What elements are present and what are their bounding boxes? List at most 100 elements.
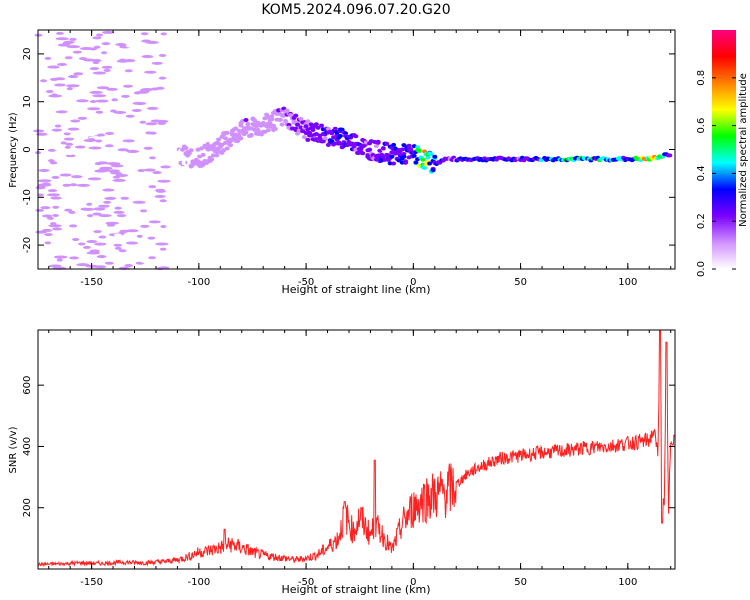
spectrogram-cell (134, 101, 147, 105)
spectrogram-cell (157, 179, 171, 183)
spectrogram-cell (84, 199, 94, 203)
spectrogram-cell (62, 183, 72, 187)
spectrogram-cell (380, 146, 386, 151)
spectrogram-cell (139, 209, 148, 213)
spectrogram-cell (87, 107, 101, 111)
spectrogram-y-tick-label: 0 (22, 146, 33, 152)
spectrogram-cell (238, 136, 244, 141)
spectrogram-cell (389, 154, 395, 159)
spectrogram-cell (114, 246, 122, 250)
spectrogram-cell (103, 200, 112, 204)
spectrogram-cell (72, 50, 82, 54)
spectrogram-cell (277, 117, 283, 122)
spectrogram-cell (59, 173, 72, 177)
spectrogram-y-ticks: -20 -10 0 10 20 (22, 48, 675, 253)
spectrogram-cell (33, 129, 45, 133)
spectrogram-cell (46, 193, 61, 197)
spectrogram-cell (86, 214, 94, 218)
spectrogram-cells (33, 28, 673, 271)
snr-series-line (37, 329, 676, 568)
spectrogram-cell (136, 234, 143, 238)
spectrogram-cell (209, 157, 215, 162)
spectrogram-cell (82, 245, 91, 249)
spectrogram-cell (124, 59, 136, 63)
spectrogram-cell (105, 131, 115, 135)
spectrogram-cell (68, 210, 76, 214)
spectrogram-cell (52, 205, 60, 209)
snr-x-axis-label: Height of straight line (km) (281, 583, 430, 596)
spectrogram-x-tick-label: 0 (410, 277, 416, 288)
spectrogram-cell (93, 265, 107, 269)
spectrogram-cell (216, 137, 222, 142)
spectrogram-cell (305, 137, 311, 142)
spectrogram-cell (228, 143, 234, 148)
spectrogram-cell (148, 185, 157, 189)
spectrogram-cell (427, 161, 433, 166)
spectrogram-cell (86, 251, 101, 255)
spectrogram-cell (95, 110, 104, 114)
spectrogram-cell (47, 148, 56, 152)
spectrogram-cell (319, 123, 325, 128)
colorbar-tick-label: 0.6 (696, 118, 707, 134)
spectrogram-cell (425, 155, 431, 160)
spectrogram-cell (106, 162, 121, 166)
spectrogram-cell (38, 168, 50, 172)
spectrogram-cell (126, 229, 139, 233)
spectrogram-cell (125, 114, 135, 118)
figure-title: KOM5.2024.096.07.20.G20 (261, 2, 450, 18)
spectrogram-cell (154, 188, 166, 192)
spectrogram-cell (60, 141, 67, 145)
spectrogram-cell (118, 249, 127, 253)
spectrogram-cell (44, 56, 52, 60)
spectrogram-cell (121, 94, 130, 98)
spectrogram-cell (55, 31, 64, 35)
spectrogram-cell (53, 255, 68, 259)
spectrogram-cell (131, 108, 142, 112)
spectrogram-cell (63, 137, 75, 141)
spectrogram-cell (149, 76, 160, 80)
spectrogram-cell (42, 214, 53, 218)
spectrogram-x-tick-label: -50 (298, 277, 314, 288)
spectrogram-cell (322, 136, 328, 141)
spectrogram-cell (96, 33, 103, 37)
spectrogram-cell (40, 79, 48, 83)
spectrogram-cell (101, 51, 108, 55)
spectrogram-cell (270, 123, 276, 128)
spectrogram-cell (149, 156, 156, 160)
spectrogram-cell (111, 98, 118, 102)
spectrogram-cell (228, 139, 234, 144)
spectrogram-cell (293, 113, 299, 118)
spectrogram-cell (67, 127, 80, 131)
spectrogram-cell (360, 151, 366, 156)
spectrogram-cell (411, 153, 417, 158)
spectrogram-cell (52, 227, 63, 231)
spectrogram-cell (114, 206, 122, 210)
spectrogram-cell (160, 165, 171, 169)
spectrogram-cell (156, 144, 167, 148)
spectrogram-cell (384, 141, 390, 146)
spectrogram-cell (140, 260, 155, 264)
spectrogram-cell (126, 191, 137, 195)
spectrogram-cell (154, 194, 166, 198)
spectrogram-cell (224, 130, 230, 135)
spectrogram-cell (224, 146, 230, 151)
spectrogram-y-tick-label: -10 (22, 189, 33, 205)
spectrogram-cell (141, 55, 154, 59)
spectrogram-cell (89, 67, 100, 71)
spectrogram-cell (98, 235, 107, 239)
spectrogram-cell (48, 264, 62, 268)
snr-x-tick-label: 50 (514, 577, 527, 588)
spectrogram-cell (113, 233, 122, 237)
spectrogram-cell (122, 84, 134, 88)
spectrogram-cell (113, 110, 127, 114)
spectrogram-cell (200, 152, 206, 157)
colorbar-gradient (712, 30, 736, 269)
spectrogram-cell (76, 183, 90, 187)
spectrogram-cell (245, 121, 251, 126)
colorbar-tick-label: 0.4 (696, 165, 707, 181)
spectrogram-cell (71, 175, 83, 179)
spectrogram-cell (428, 152, 434, 157)
spectrogram-cell (315, 125, 321, 130)
spectrogram-cell (106, 87, 118, 91)
